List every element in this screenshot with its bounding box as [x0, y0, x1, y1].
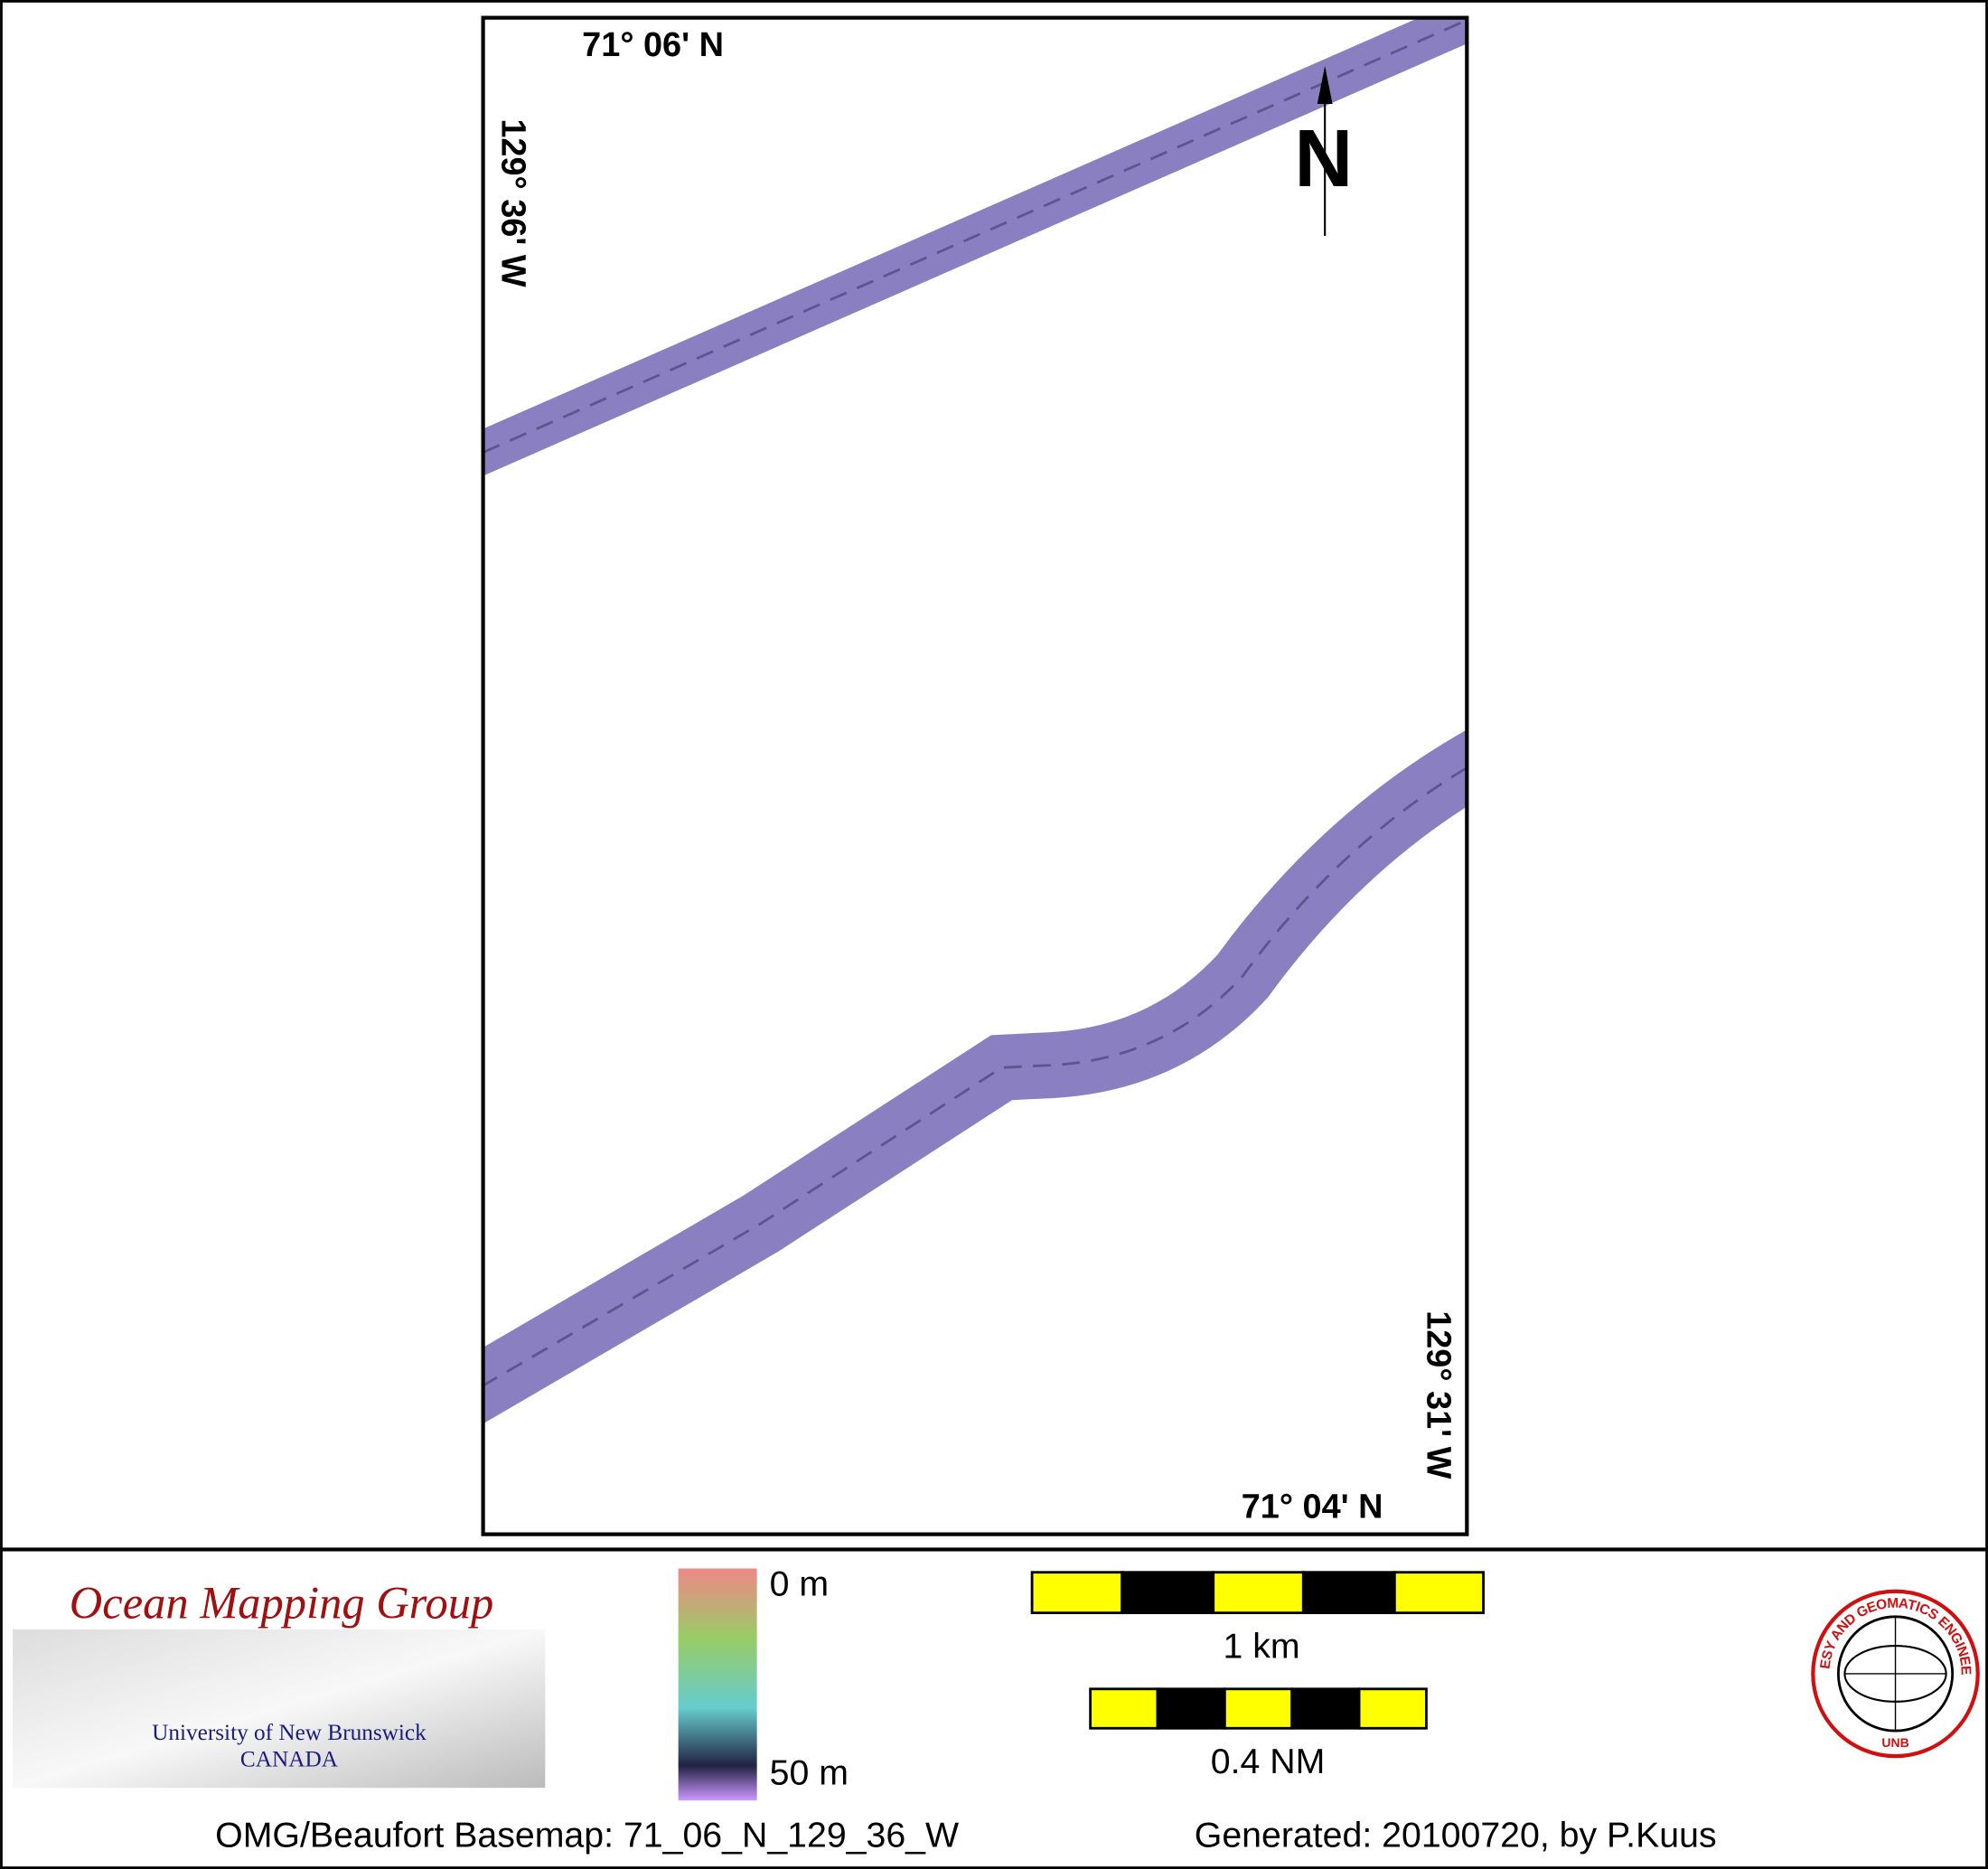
- depth-colorbar: [678, 1568, 757, 1801]
- logo-title: Ocean Mapping Group: [70, 1578, 493, 1629]
- badge-bottom: UNB: [1881, 1735, 1908, 1750]
- scale-label: 0.4 NM: [1211, 1742, 1326, 1781]
- scale-bar-km: [1030, 1571, 1485, 1614]
- logo-country: CANADA: [240, 1747, 339, 1772]
- footer-generated: Generated: 20100720, by P.Kuus: [1195, 1815, 1717, 1855]
- unb-badge: GEODESY AND GEOMATICS ENGINEERING UNB: [0, 0, 1980, 1759]
- scale-bar-nm: [1089, 1687, 1428, 1730]
- lat-label: 71° 04' N: [1242, 1489, 1383, 1526]
- north-label: N: [1294, 114, 1353, 204]
- swath-texture: [483, 18, 1468, 455]
- scale-label: 1 km: [1223, 1626, 1299, 1666]
- logo-image: [13, 1629, 546, 1789]
- swath-texture: [483, 765, 1468, 1387]
- depth-label: 50 m: [770, 1753, 849, 1793]
- logo-university: University of New Brunswick: [152, 1720, 427, 1745]
- map-frame: [481, 15, 1469, 1536]
- north-arrowhead: [1317, 65, 1333, 105]
- depth-label: 0 m: [770, 1564, 829, 1604]
- lon-label: 129° 36' W: [493, 118, 531, 287]
- lat-label: 71° 06' N: [582, 26, 724, 64]
- footer-basemap: OMG/Beaufort Basemap: 71_06_N_129_36_W: [215, 1815, 959, 1855]
- swaths: [483, 17, 1468, 1424]
- swath-south: [483, 729, 1468, 1424]
- lon-label: 129° 31' W: [1420, 1310, 1458, 1479]
